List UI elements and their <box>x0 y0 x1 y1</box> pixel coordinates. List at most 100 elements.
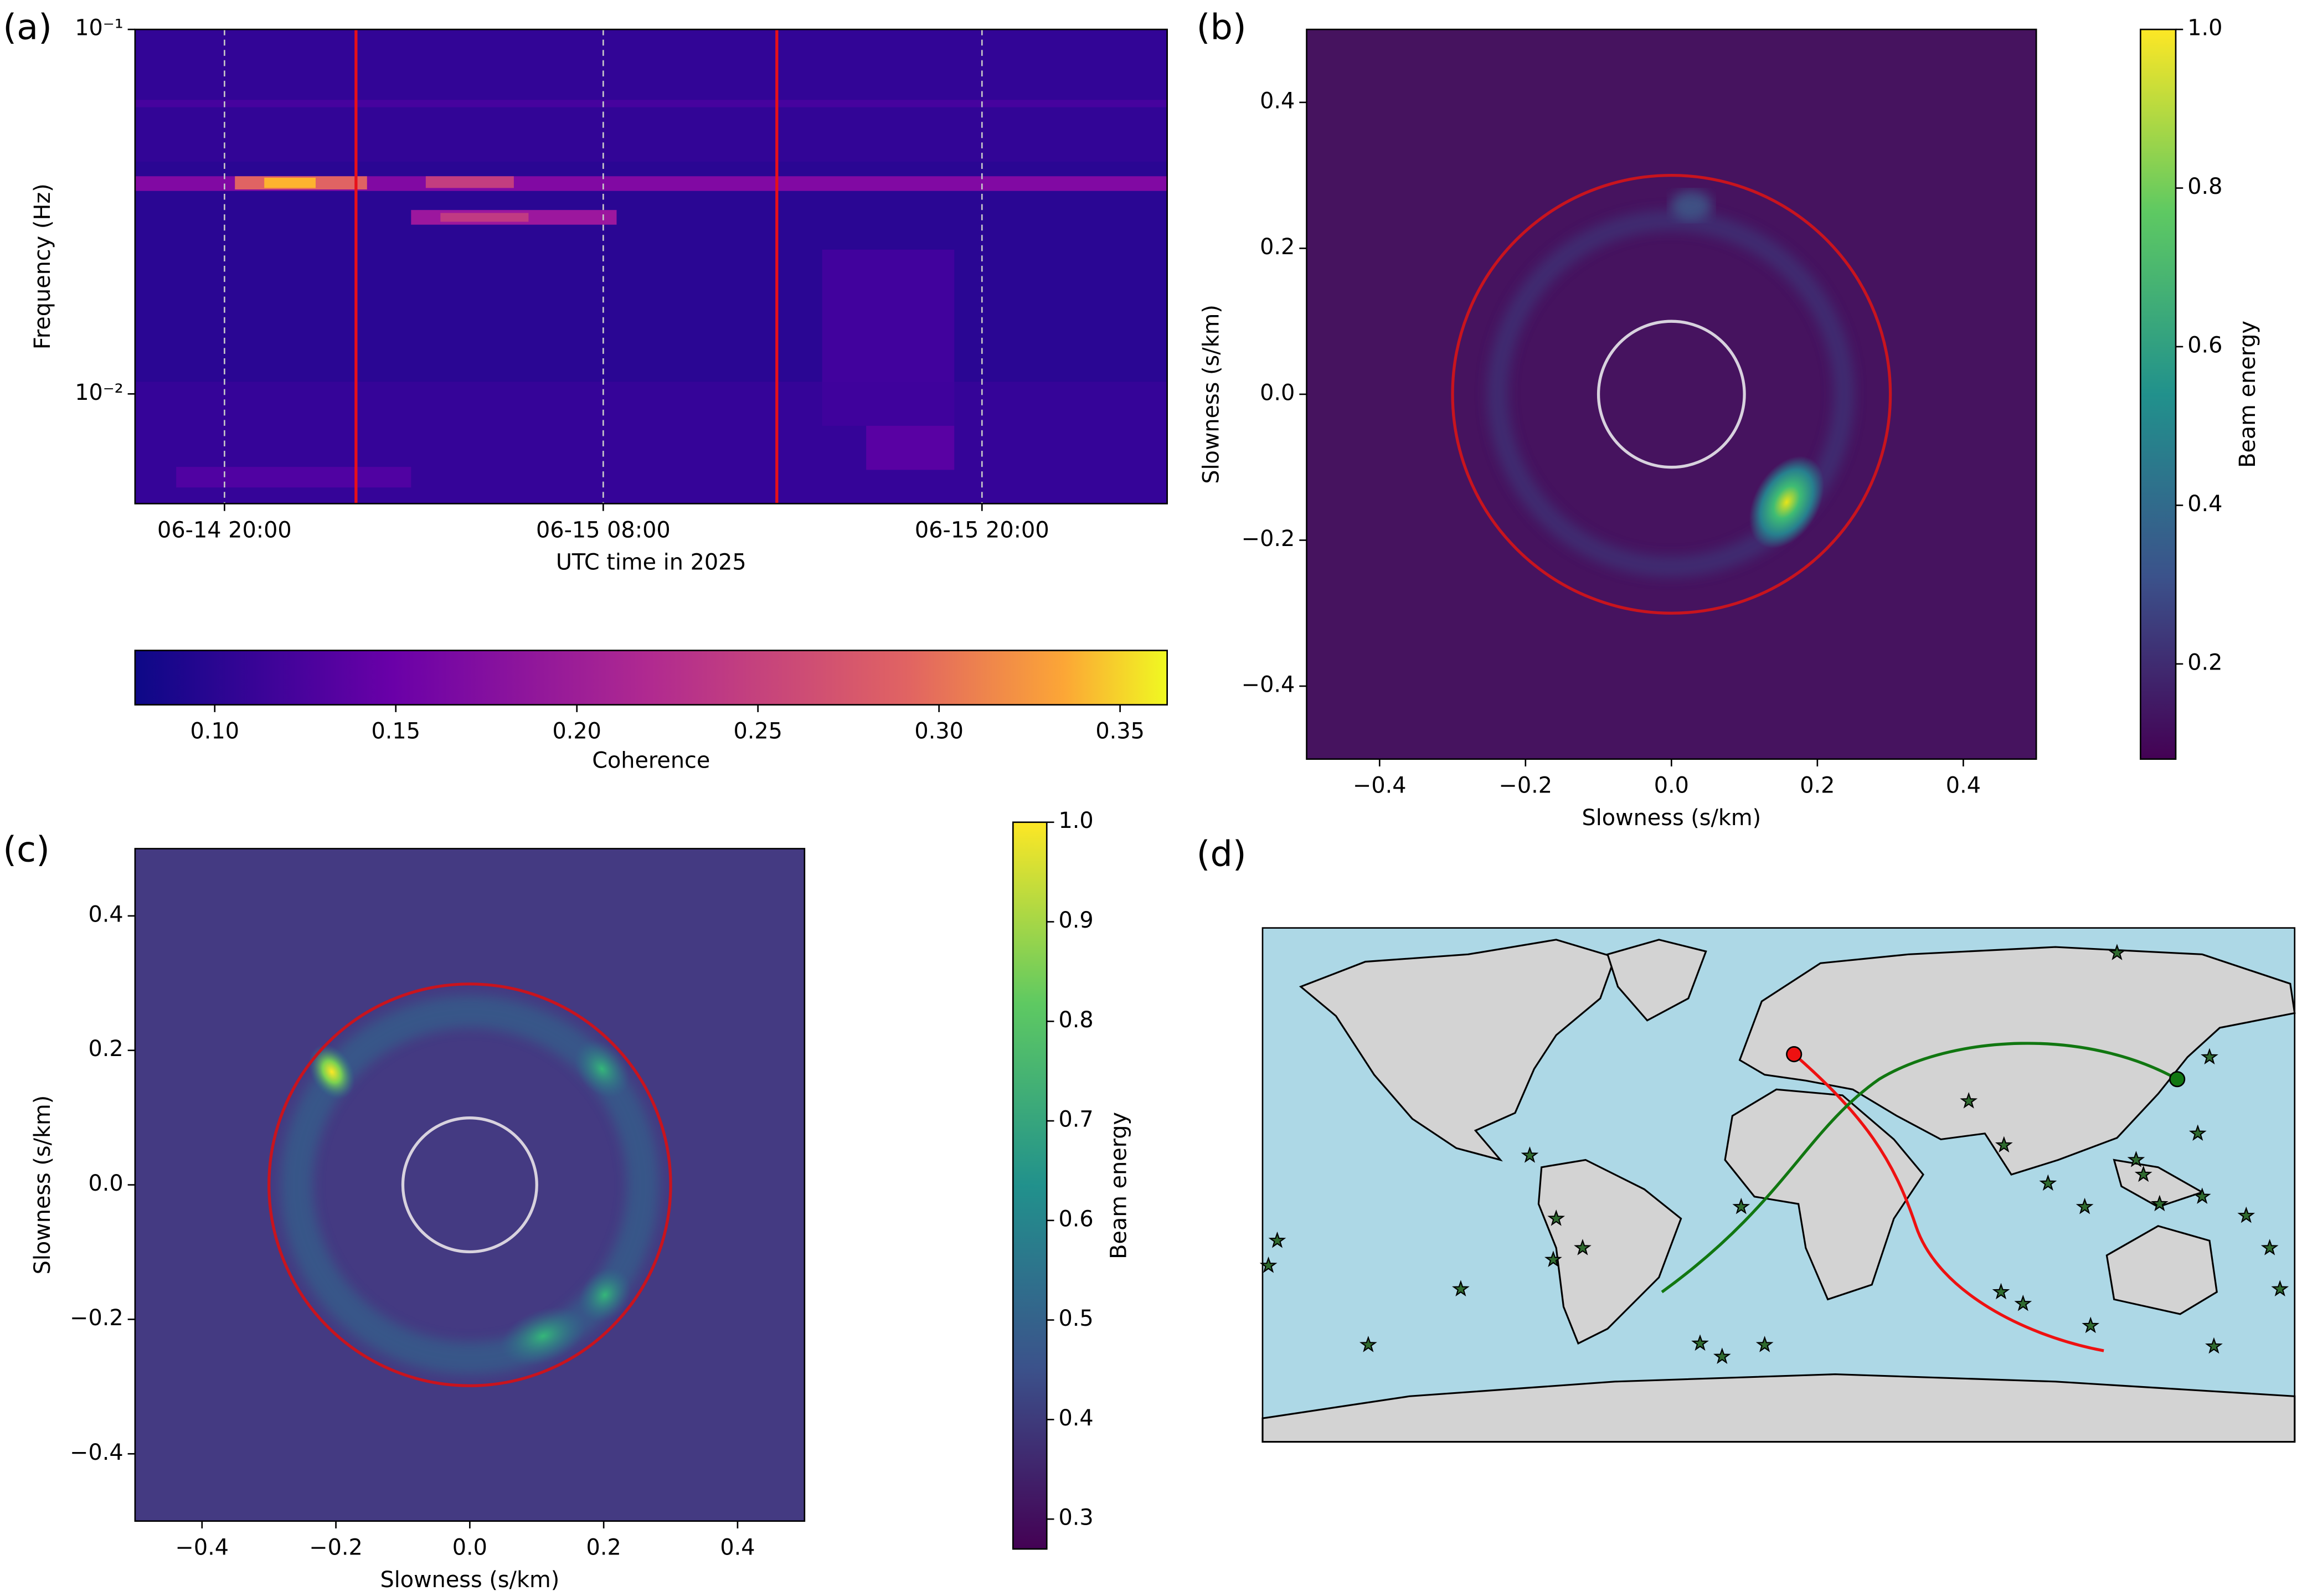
heatmap-ring <box>1487 210 1855 578</box>
africa <box>1724 1088 1924 1301</box>
indonesia <box>2113 1159 2205 1208</box>
greenland <box>1606 939 1707 1022</box>
colorbar-tick-label: 0.6 <box>1058 1206 1093 1232</box>
colorbar-tick-label: 0.20 <box>552 719 601 744</box>
x-tick-label: −0.4 <box>176 1535 229 1561</box>
heatmap-patch <box>135 29 1167 162</box>
x-tick-label: 0.4 <box>1946 773 1981 799</box>
heatmap-patch <box>1671 191 1712 220</box>
heatmap-ring <box>280 995 660 1374</box>
x-axis-label: UTC time in 2025 <box>556 550 746 575</box>
colorbar-tick-label: 0.7 <box>1058 1107 1093 1132</box>
colorbar-tick-label: 0.5 <box>1058 1306 1093 1331</box>
colorbar-tick-label: 0.2 <box>2187 650 2222 675</box>
x-tick-label: 0.0 <box>1654 773 1689 799</box>
x-tick-label: 0.4 <box>720 1535 755 1561</box>
panel-label: (c) <box>3 829 50 870</box>
slowness-circle <box>401 1116 538 1254</box>
y-axis-label: Slowness (s/km) <box>1198 305 1224 484</box>
great-circle-event <box>1793 1053 2104 1352</box>
x-axis-label: Slowness (s/km) <box>1582 805 1761 831</box>
heatmap-patch <box>176 467 411 488</box>
north-america <box>1299 939 1616 1162</box>
y-tick-label: −0.4 <box>1242 672 1295 697</box>
colorbar-label: Coherence <box>592 748 710 774</box>
beam-texture <box>1306 29 2037 759</box>
beam-texture <box>135 848 805 1521</box>
colorbar-tick-label: 0.9 <box>1058 908 1093 933</box>
colorbar <box>1012 821 1048 1550</box>
colorbar-tick-label: 0.15 <box>371 719 420 744</box>
y-tick-label: 0.4 <box>1260 88 1295 114</box>
y-axis-label: Frequency (Hz) <box>30 183 55 349</box>
y-tick-label: −0.2 <box>1242 526 1295 552</box>
x-tick-label: −0.2 <box>309 1535 363 1561</box>
axes-frame <box>134 28 1168 504</box>
y-tick-label: 0.2 <box>88 1036 123 1062</box>
axes-frame <box>1306 28 2037 760</box>
y-tick-label: 0.0 <box>1260 380 1295 405</box>
colorbar-label: Beam energy <box>1106 1112 1131 1259</box>
slowness-circle <box>267 982 672 1387</box>
slowness-circle <box>1597 320 1746 469</box>
x-tick-label: 06-15 20:00 <box>915 517 1049 543</box>
y-tick-label: 10⁻² <box>75 380 123 405</box>
x-tick-label: 06-14 20:00 <box>157 517 292 543</box>
slowness-circle <box>1451 173 1892 615</box>
colorbar-tick-label: 0.30 <box>914 719 964 744</box>
colorbar-tick-label: 0.4 <box>1058 1405 1093 1431</box>
array-marker <box>2169 1071 2186 1088</box>
colorbar-tick-label: 0.10 <box>190 719 240 744</box>
heatmap-background <box>1306 29 2037 759</box>
panel-label: (d) <box>1197 833 1247 874</box>
x-tick-label: 0.0 <box>452 1535 487 1561</box>
x-tick-label: −0.4 <box>1353 773 1407 799</box>
heatmap-peak <box>501 1307 586 1366</box>
colorbar-tick-label: 0.8 <box>1058 1007 1093 1033</box>
colorbar-tick-label: 0.35 <box>1095 719 1145 744</box>
y-tick-label: 10⁻¹ <box>75 16 123 41</box>
x-tick-label: 0.2 <box>586 1535 621 1561</box>
heatmap-peak <box>308 1044 355 1099</box>
x-tick-label: 06-15 08:00 <box>536 517 671 543</box>
colorbar-tick-label: 0.25 <box>733 719 782 744</box>
heatmap-patch <box>264 177 316 188</box>
heatmap-patch <box>425 176 514 188</box>
y-tick-label: −0.4 <box>70 1440 123 1465</box>
land <box>1261 939 2296 1443</box>
great-circle-station <box>1661 1042 2178 1294</box>
heatmap-patch <box>135 100 1167 107</box>
heatmap-peak <box>574 1039 630 1098</box>
colorbar-label: Beam energy <box>2235 321 2260 468</box>
spectrogram-texture <box>135 29 1167 504</box>
panel-label: (b) <box>1197 7 1247 48</box>
colorbar-tick-label: 1.0 <box>1058 808 1093 833</box>
south-america <box>1537 1159 1682 1345</box>
y-tick-label: 0.4 <box>88 902 123 927</box>
colorbar-tick-label: 0.4 <box>2187 491 2222 517</box>
australia <box>2105 1225 2218 1315</box>
map-frame <box>1261 927 2296 1443</box>
y-tick-label: 0.2 <box>1260 234 1295 260</box>
heatmap-background <box>135 848 805 1521</box>
panel-label: (a) <box>3 7 52 48</box>
eurasia <box>1738 946 2296 1176</box>
y-axis-label: Slowness (s/km) <box>30 1095 55 1275</box>
colorbar <box>2140 28 2177 760</box>
y-tick-label: 0.0 <box>88 1171 123 1196</box>
colorbar <box>134 650 1168 706</box>
heatmap-patch <box>866 425 955 470</box>
axes-frame <box>134 848 806 1522</box>
colorbar-tick-label: 1.0 <box>2187 16 2222 41</box>
x-axis-label: Slowness (s/km) <box>380 1567 560 1593</box>
colorbar-tick-label: 0.6 <box>2187 333 2222 358</box>
x-tick-label: 0.2 <box>1800 773 1835 799</box>
heatmap-peak <box>1749 456 1825 549</box>
heatmap-peak <box>579 1268 631 1322</box>
y-tick-label: −0.2 <box>70 1305 123 1331</box>
source-marker <box>1786 1046 1803 1063</box>
x-tick-label: −0.2 <box>1499 773 1553 799</box>
colorbar-tick-label: 0.3 <box>1058 1505 1093 1531</box>
